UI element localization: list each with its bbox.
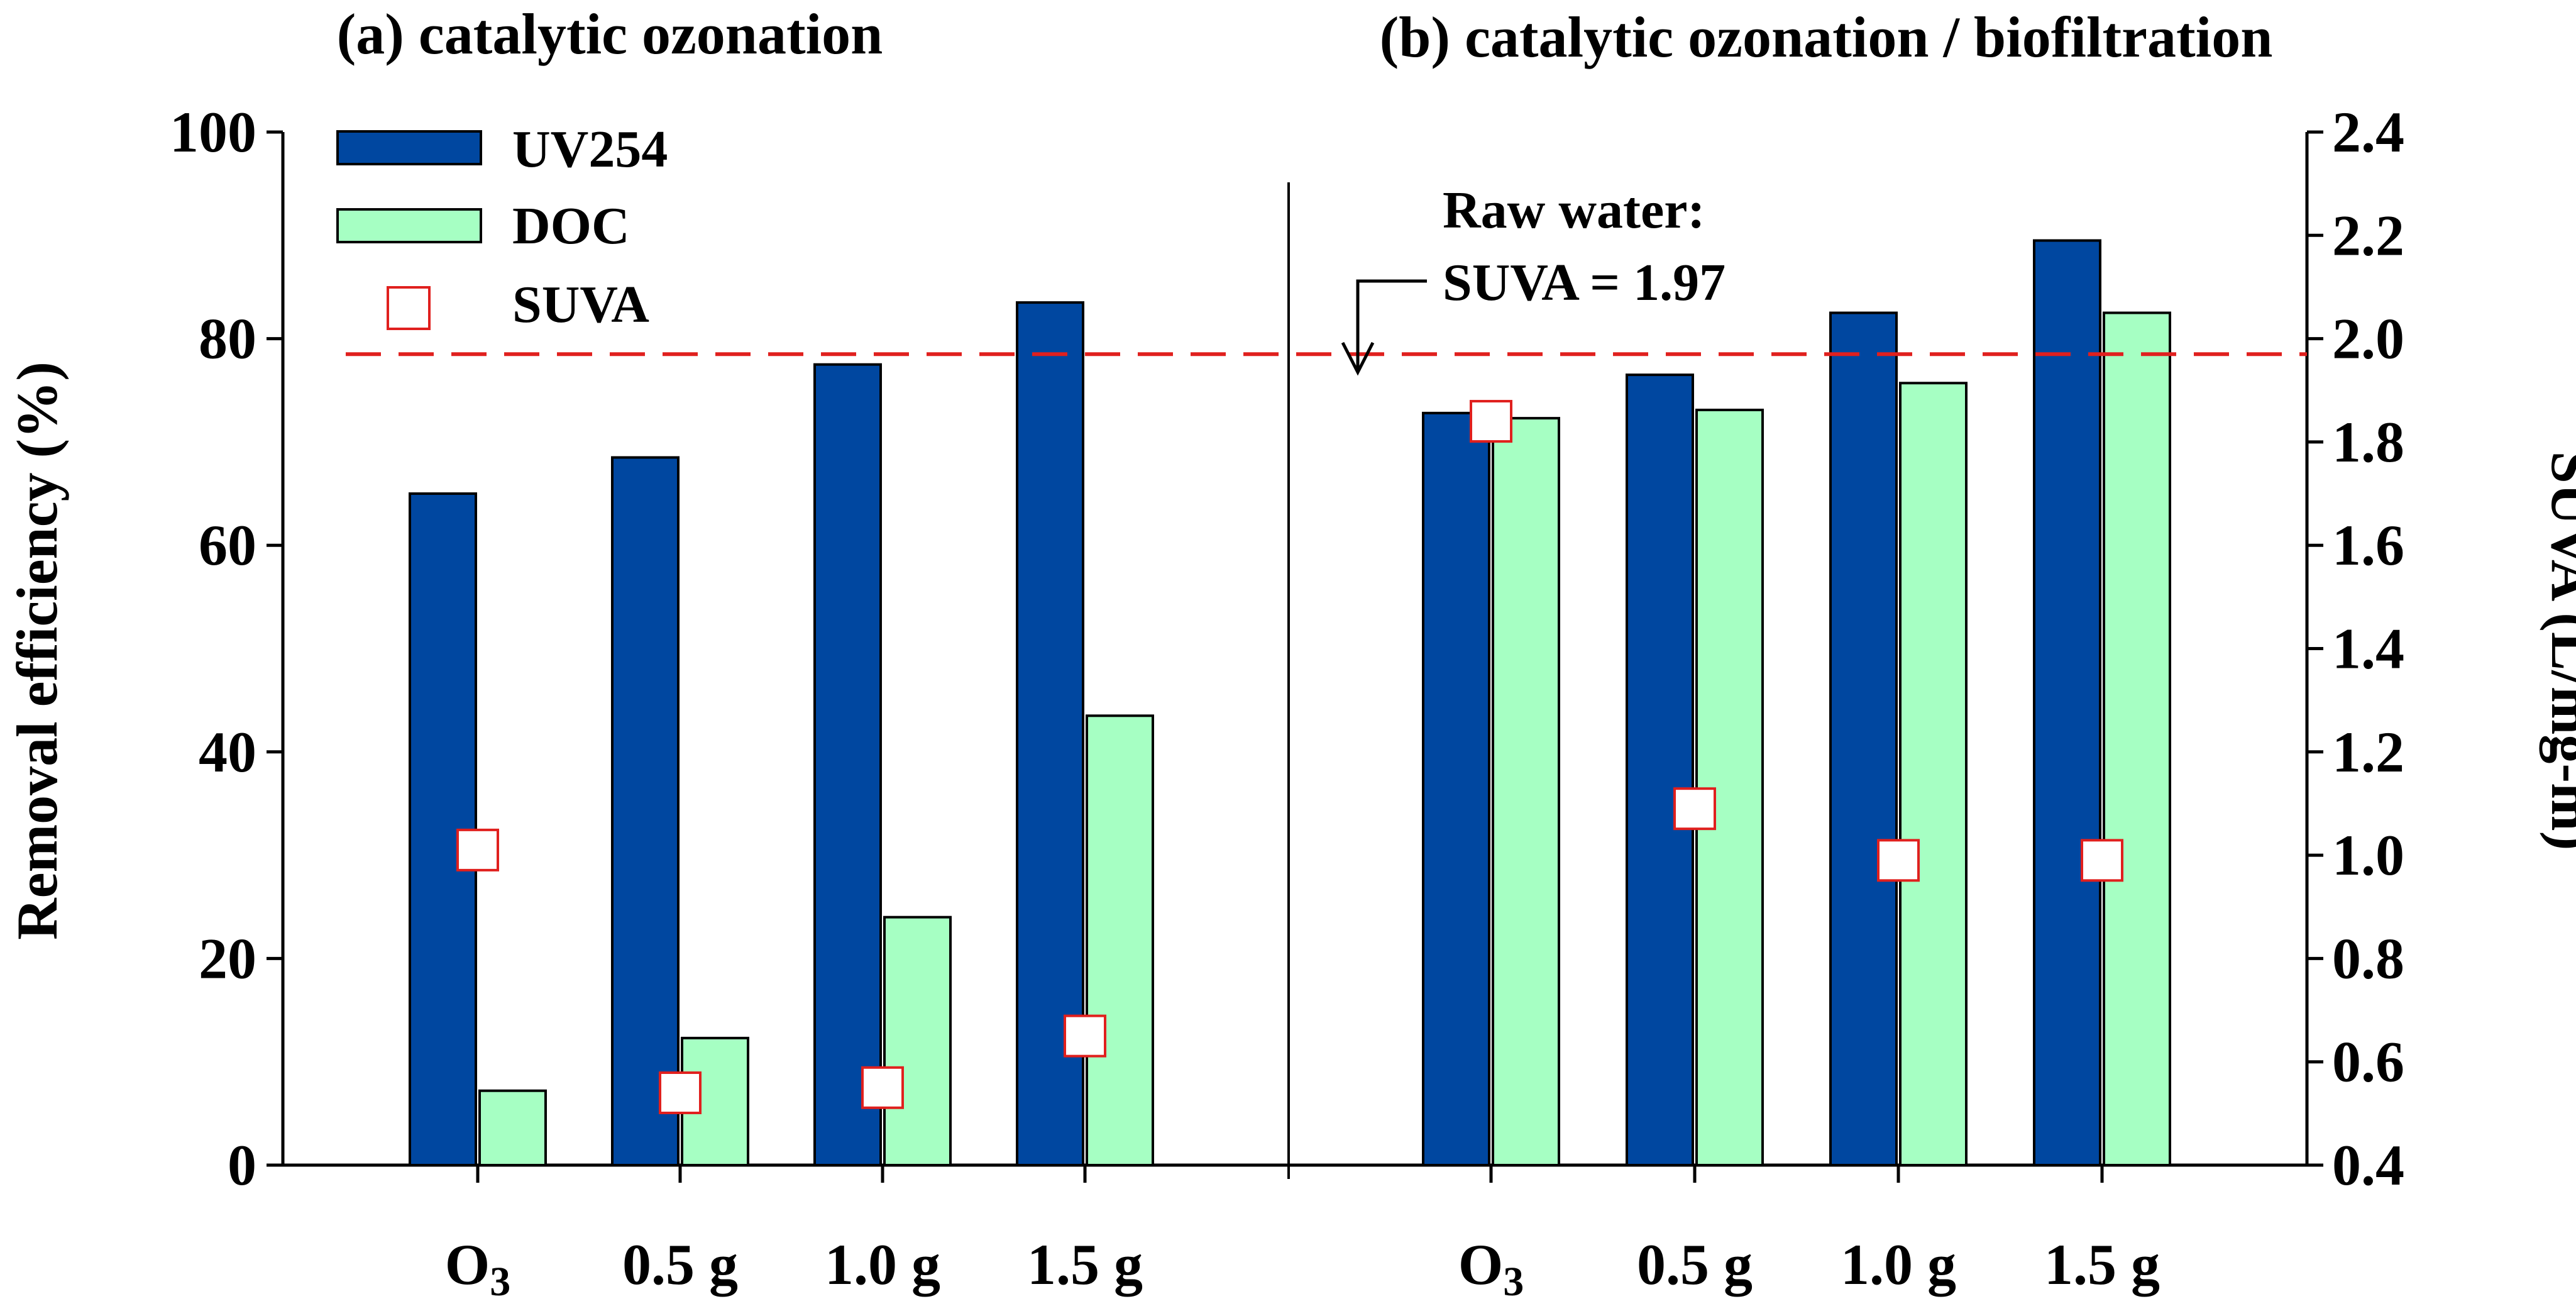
suva-marker [1064,1014,1106,1058]
plot-area: 0 20 40 60 80 100 0.4 0.6 0.8 1.0 1.2 1.4 1.6 1.8 2.0 2… [170,100,2404,1305]
suva-marker [1877,839,1920,882]
panel-title-b: (b) catalytic ozonation / biofiltration [1380,5,2273,69]
x-tick-label: 1.5 g [1027,1232,1143,1297]
legend-swatch-suva [387,286,431,330]
suva-marker [861,1066,904,1109]
y2-tick-label: 0.4 [2332,1133,2404,1197]
legend-label-uv254: UV254 [512,120,668,179]
y2-tick-label: 2.2 [2332,203,2404,267]
y-tick-label: 20 [199,926,256,990]
y2-tick-label: 1.8 [2332,410,2404,474]
bar-doc [2103,311,2171,1166]
suva-marker [659,1071,702,1114]
x-tick-label: 0.5 g [1637,1232,1753,1297]
suva-marker [2081,839,2123,882]
y2-tick-label: 1.4 [2332,617,2404,681]
annotation-arrow [1356,279,1427,371]
legend-swatch-uv254 [336,130,482,165]
legend: UV254 DOC SUVA [336,120,668,334]
bar-uv254 [1626,373,1694,1166]
y2-tick-label: 0.8 [2332,926,2404,990]
bar-doc [478,1089,547,1166]
y-tick-label: 40 [199,720,256,784]
suva-marker [456,828,499,871]
x-tick-label: O3 [1458,1232,1524,1305]
panel-title-a: (a) catalytic ozonation [337,2,883,66]
legend-label-doc: DOC [512,197,630,255]
bar-uv254 [2033,239,2101,1166]
y2-tick-label: 1.2 [2332,720,2404,784]
bar-uv254 [1422,411,1490,1166]
x-tick-label: 0.5 g [622,1232,738,1297]
y2-tick-label: 1.0 [2332,823,2404,887]
y2-tick-label: 2.0 [2332,307,2404,371]
bar-uv254 [1829,311,1898,1166]
y2-tick-label: 0.6 [2332,1030,2404,1094]
y-tick-label: 80 [199,307,256,371]
annotation-line-2: SUVA = 1.97 [1443,253,1726,312]
x-tick-label: 1.5 g [2044,1232,2160,1297]
y-tick-label: 100 [170,100,256,164]
bar-doc [1899,382,1968,1166]
x-tick-label: O3 [445,1232,511,1305]
y2-tick-label: 2.4 [2332,100,2404,164]
legend-label-suva: SUVA [512,275,649,334]
suva-marker [1673,787,1716,831]
annotation-line-1: Raw water: [1443,181,1705,240]
bar-doc [1086,714,1154,1167]
y2-axis-label: SUVA (L/mg-m) [2540,451,2576,851]
bar-uv254 [611,456,680,1166]
y-tick-label: 60 [199,513,256,577]
bar-doc [1492,417,1560,1167]
y-tick-label: 0 [228,1133,256,1197]
suva-marker [1470,400,1512,443]
x-tick-label: 1.0 g [825,1232,940,1297]
y-axis-label: Removal efficiency (%) [5,362,69,940]
x-tick-label: 1.0 g [1841,1232,1956,1297]
y2-tick-label: 1.6 [2332,513,2404,577]
annotation-arrowhead [1341,341,1375,376]
bar-uv254 [813,363,882,1166]
bar-doc [883,915,952,1167]
legend-swatch-doc [336,208,482,243]
